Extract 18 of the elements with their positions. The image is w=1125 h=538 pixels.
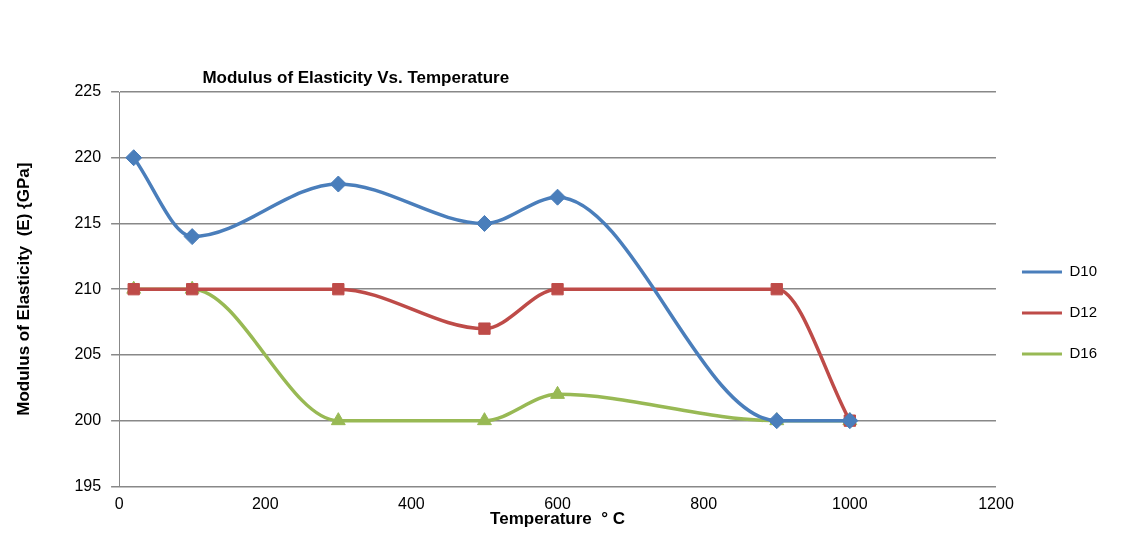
x-tick-label: 800 [690,495,718,513]
y-tick-label: 195 [74,476,102,494]
y-tick-label: 225 [74,82,102,100]
y-tick-label: 200 [74,411,102,429]
y-tick-label: 205 [74,345,102,363]
y-tick-label: 220 [74,148,102,166]
x-tick-label: 0 [114,495,124,513]
x-tick-label: 400 [398,495,425,513]
y-tick-label: 210 [74,279,102,297]
y-axis-title: Modulus of Elasticity (E) {GPa] [13,162,33,416]
legend-label: D16 [1069,344,1098,362]
x-tick-label: 1000 [832,495,868,513]
chart-title: Modulus of Elasticity Vs. Temperature [202,67,510,87]
x-tick-label: 200 [251,495,279,513]
x-tick-label: 1200 [978,495,1014,513]
legend-label: D10 [1069,262,1098,280]
y-tick-label: 215 [74,213,102,231]
legend-label: D12 [1069,303,1098,321]
